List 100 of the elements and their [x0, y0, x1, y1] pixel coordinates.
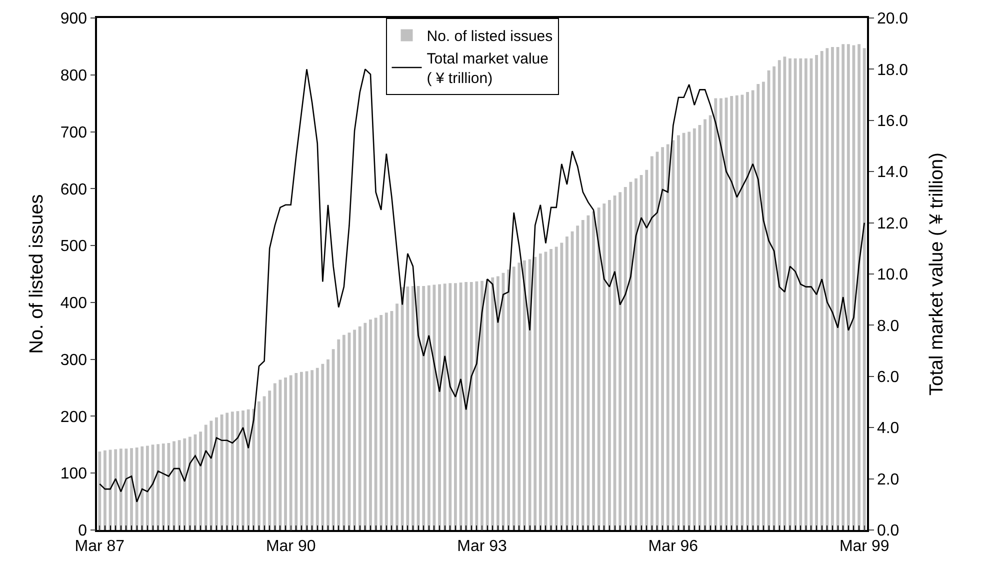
bar [762, 82, 765, 530]
y2-tick-label: 8.0 [876, 318, 900, 335]
bar [491, 277, 494, 530]
bar [496, 276, 500, 530]
y-tick-label: 500 [60, 238, 88, 256]
bar [226, 412, 229, 530]
bar [412, 286, 414, 530]
bar [258, 401, 260, 530]
bar [438, 284, 441, 530]
bar [475, 281, 478, 530]
bar [730, 96, 734, 530]
bar [804, 58, 808, 530]
bar [215, 417, 218, 530]
bar [518, 262, 521, 530]
bar [316, 368, 319, 530]
bar [661, 147, 664, 530]
bar [581, 220, 584, 530]
bar [842, 44, 845, 530]
bar [794, 58, 797, 530]
bar [252, 408, 256, 530]
bar [512, 266, 516, 530]
bar [692, 128, 696, 530]
bar [114, 449, 118, 530]
bar [146, 446, 149, 530]
bar [220, 414, 224, 530]
bar [156, 444, 160, 530]
y-tick-label: 700 [60, 124, 88, 142]
bar [640, 175, 643, 530]
bar [826, 48, 829, 530]
bar [464, 282, 468, 530]
bar [130, 448, 133, 530]
bar [608, 200, 611, 530]
bar [756, 84, 760, 530]
bar [846, 44, 850, 530]
x-tick-label: Mar 90 [266, 538, 316, 555]
bar [448, 283, 452, 530]
bar [246, 409, 250, 530]
bar [772, 66, 776, 530]
bar [704, 119, 706, 530]
line-series [99, 68, 865, 502]
bar [523, 260, 526, 530]
bar [300, 372, 303, 530]
x-tick-label: Mar 99 [839, 538, 890, 555]
bar [342, 334, 346, 530]
bar [294, 372, 298, 530]
bar [480, 280, 484, 530]
bar [645, 170, 648, 530]
bar [751, 90, 754, 530]
y-tick-label: 300 [60, 352, 88, 369]
bar [119, 448, 122, 530]
y-axis-title: No. of listed issues [26, 194, 48, 354]
y2-tick-label: 0.0 [876, 522, 900, 540]
y2-axis-title: Total market value ( ¥ trillion) [926, 152, 948, 396]
bar [708, 115, 712, 530]
bar [242, 410, 244, 530]
bar [677, 135, 680, 530]
bar [406, 286, 410, 530]
bar [799, 58, 802, 530]
bar [634, 178, 638, 530]
y2-tick-label: 4.0 [876, 420, 900, 438]
bar [380, 314, 383, 530]
bar [172, 441, 176, 530]
bar [178, 440, 181, 530]
bar [289, 375, 292, 530]
bar [427, 285, 430, 530]
y2-tick-label: 10.0 [876, 266, 908, 284]
bar [400, 287, 404, 530]
y2-tick-label: 16.0 [876, 113, 908, 130]
x-tick-label: Mar 87 [74, 538, 125, 555]
bar [538, 254, 542, 530]
bar [650, 156, 654, 530]
y2-tick-label: 2.0 [876, 471, 900, 488]
y-tick-label: 900 [60, 10, 88, 28]
y-tick-label: 0 [78, 522, 88, 540]
bar [369, 320, 372, 530]
bar [273, 383, 276, 530]
bar [746, 92, 749, 530]
bar [470, 282, 473, 530]
bar [836, 47, 840, 530]
bar [104, 450, 106, 530]
bar [210, 420, 213, 530]
bar [443, 284, 446, 530]
bar [353, 330, 356, 530]
bar [230, 412, 234, 530]
bar [735, 95, 738, 530]
y-tick-label: 800 [60, 67, 88, 84]
bar [566, 236, 568, 530]
bar [597, 207, 600, 530]
bar [284, 378, 287, 530]
bar [720, 98, 722, 530]
bar [682, 132, 686, 530]
bar [592, 211, 595, 530]
bar [199, 432, 202, 530]
bar [384, 312, 388, 530]
bar [788, 58, 792, 530]
bar [422, 286, 426, 530]
bar [714, 98, 718, 530]
bar [783, 56, 786, 530]
bar [268, 390, 272, 530]
bar [629, 182, 632, 530]
